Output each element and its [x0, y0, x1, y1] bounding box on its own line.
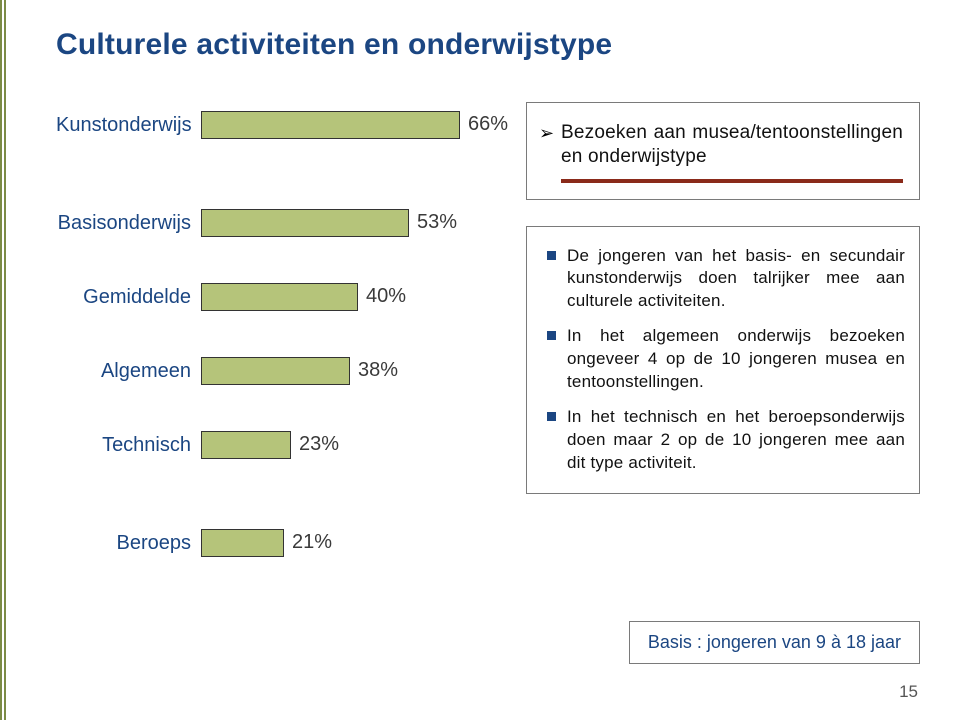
bullet-box: De jongeren van het basis- en secundair … — [526, 226, 920, 494]
bar-chart: Kunstonderwijs66% Basisonderwijs 53% Gemidd… — [56, 102, 486, 566]
callout-underline — [561, 179, 903, 183]
chart-row: Gemiddelde 40% — [56, 274, 486, 320]
chart-row-label: Basisonderwijs — [56, 212, 201, 235]
basis-note: Basis : jongeren van 9 à 18 jaar — [629, 621, 920, 664]
chart-bar — [201, 357, 350, 385]
bullet-item: De jongeren van het basis- en secundair … — [541, 245, 905, 314]
chart-bar-area: 23% — [201, 431, 486, 459]
bullet-item: In het algemeen onderwijs bezoeken ongev… — [541, 325, 905, 394]
chart-bar-value: 53% — [417, 211, 457, 234]
chart-row-label: Beroeps — [56, 532, 201, 555]
chart-column: Kunstonderwijs66% Basisonderwijs 53% Gemidd… — [56, 102, 486, 594]
chart-bar-area: 38% — [201, 357, 486, 385]
chart-bar-value: 40% — [366, 285, 406, 308]
arrow-icon: ➢ — [539, 123, 554, 144]
chart-bar-area: 40% — [201, 283, 486, 311]
page-number: 15 — [899, 682, 918, 702]
chart-row-label: Technisch — [56, 434, 201, 457]
text-column: ➢ Bezoeken aan musea/tentoonstellingen e… — [526, 102, 920, 594]
callout-box: ➢ Bezoeken aan musea/tentoonstellingen e… — [526, 102, 920, 200]
chart-bar — [201, 209, 409, 237]
chart-bar-value: 21% — [292, 531, 332, 554]
content-row: Kunstonderwijs66%Basisonderwijs53%Gemidd… — [56, 102, 920, 594]
chart-bar — [201, 111, 460, 139]
callout-text: Bezoeken aan musea/tentoonstellingen en … — [561, 121, 903, 169]
chart-bar-area: 53% — [201, 209, 486, 237]
chart-bar-value: 23% — [299, 433, 339, 456]
slide-page: Culturele activiteiten en onderwijstype … — [0, 0, 960, 720]
chart-bar-area: 21% — [201, 529, 486, 557]
page-title: Culturele activiteiten en onderwijstype — [56, 28, 920, 62]
chart-bar-value: 66% — [468, 113, 508, 136]
chart-bar-value: 38% — [358, 359, 398, 382]
chart-bar — [201, 431, 291, 459]
chart-row-label: Gemiddelde — [56, 286, 201, 309]
chart-bar — [201, 283, 358, 311]
chart-row-label: Algemeen — [56, 360, 201, 383]
bullet-item: In het technisch en het beroepsonderwijs… — [541, 406, 905, 475]
chart-bar — [201, 529, 284, 557]
chart-bar-area: 66% — [201, 111, 486, 139]
chart-row: Technisch 23% — [56, 422, 486, 468]
chart-row: Algemeen 38% — [56, 348, 486, 394]
chart-row: Kunstonderwijs66% — [56, 102, 486, 148]
bullet-list: De jongeren van het basis- en secundair … — [541, 245, 905, 475]
chart-row-label: Kunstonderwijs — [56, 114, 201, 137]
chart-row: Beroeps 21% — [56, 520, 486, 566]
chart-row: Basisonderwijs 53% — [56, 200, 486, 246]
